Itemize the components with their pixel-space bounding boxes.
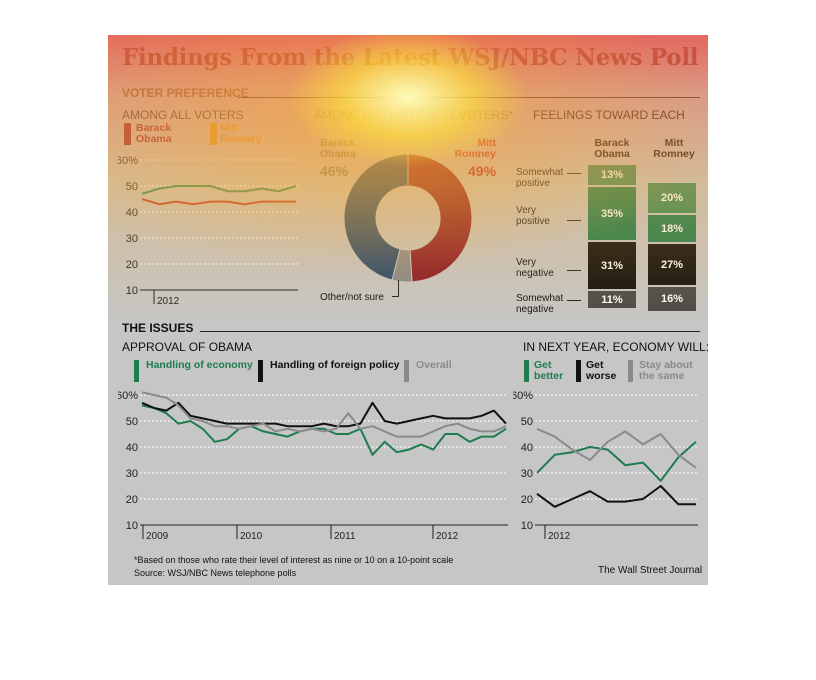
legend-romney: Mitt Romney: [220, 122, 262, 145]
legend-foreign: Handling of foreign policy: [270, 359, 400, 371]
x-tick-label: 2012: [436, 531, 459, 542]
x-tick-label: 2012: [548, 531, 571, 542]
feelings-cat-somewhat-positive: Somewhat positive: [516, 167, 564, 189]
y-tick-label: 60%: [118, 390, 138, 402]
series-line-mitt-romney: [141, 198, 296, 206]
feelings-bar-romney: 27%: [648, 244, 696, 285]
y-tick-label: 50: [126, 181, 138, 193]
feelings-col-romney: Mitt Romney: [653, 137, 695, 160]
donut-leader-horizontal: [392, 296, 399, 297]
series-line-overall: [141, 391, 507, 438]
y-tick-label: 40: [126, 442, 138, 454]
footnote: *Based on those who rate their level of …: [134, 555, 454, 565]
y-tick-label: 40: [126, 207, 138, 219]
x-tick-label: 2011: [334, 531, 356, 542]
feelings-cat-somewhat-negative: Somewhat negative: [516, 293, 564, 315]
donut-slice-mitt-romney: [407, 153, 473, 283]
feelings-bar-obama: 11%: [588, 291, 636, 308]
y-tick-label: 60%: [513, 390, 533, 402]
legend-swatch-romney: [210, 123, 217, 145]
feelings-bar-romney: 20%: [648, 183, 696, 213]
feelings-bar-obama: 13%: [588, 165, 636, 185]
legend-swatch-foreign: [258, 360, 263, 382]
economy-title: IN NEXT YEAR, ECONOMY WILL:: [523, 340, 708, 354]
feelings-leader: [567, 173, 581, 174]
feelings-leader: [567, 300, 581, 301]
x-tick-label: 2009: [146, 531, 169, 542]
section-rule: [238, 97, 700, 98]
section-voter-preference: VOTER PREFERENCE: [122, 86, 249, 100]
high-interest-title: AMONG HIGH-INTEREST VOTERS*: [314, 108, 514, 122]
legend-same: Stay about the same: [639, 359, 693, 382]
feelings-leader: [567, 270, 581, 271]
section-rule: [200, 331, 700, 332]
approval-title: APPROVAL OF OBAMA: [122, 340, 253, 354]
series-line-stay-about-the-same: [536, 427, 697, 469]
donut-leader-vertical: [398, 280, 399, 297]
source: Source: WSJ/NBC News telephone polls: [134, 568, 297, 578]
series-line-get-better: [536, 441, 697, 482]
y-tick-label: 60%: [118, 155, 138, 167]
legend-swatch-worse: [576, 360, 581, 382]
y-tick-label: 50: [521, 416, 533, 428]
y-tick-label: 40: [521, 442, 533, 454]
poll-graphic: Findings From the Latest WSJ/NBC News Po…: [108, 35, 708, 585]
credit: The Wall Street Journal: [598, 565, 703, 576]
y-tick-label: 30: [126, 468, 138, 480]
legend-swatch-same: [628, 360, 633, 382]
y-tick-label: 10: [126, 285, 138, 297]
x-tick-label: 2012: [157, 296, 180, 307]
legend-obama: Barack Obama: [136, 122, 172, 145]
legend-economy: Handling of economy: [146, 359, 253, 371]
y-tick-label: 20: [126, 259, 138, 271]
feelings-title: FEELINGS TOWARD EACH: [533, 108, 685, 122]
feelings-bar-romney: 16%: [648, 287, 696, 311]
x-tick-label: 2010: [240, 531, 263, 542]
y-tick-label: 20: [126, 494, 138, 506]
donut-label-other: Other/not sure: [320, 292, 384, 303]
series-line-handling-of-economy: [141, 404, 507, 456]
legend-swatch-economy: [134, 360, 139, 382]
legend-worse: Get worse: [586, 359, 617, 382]
y-tick-label: 30: [521, 468, 533, 480]
legend-swatch-overall: [404, 360, 409, 382]
y-tick-label: 10: [126, 520, 138, 532]
feelings-cat-very-negative: Very negative: [516, 257, 554, 279]
legend-overall: Overall: [416, 359, 452, 371]
legend-swatch-better: [524, 360, 529, 382]
series-line-barack-obama: [141, 185, 297, 195]
legend-better: Get better: [534, 359, 564, 382]
high-interest-donut: [343, 153, 473, 283]
feelings-bar-obama: 31%: [588, 242, 636, 289]
all-voters-title: AMONG ALL VOTERS: [122, 108, 244, 122]
feelings-leader: [567, 220, 581, 221]
series-line-get-worse: [536, 485, 696, 508]
feelings-bar-obama: 35%: [588, 187, 636, 240]
economy-chart: 60% 50 40 30 20 10 2012: [513, 390, 698, 542]
all-voters-chart: 60% 50 40 30 20 10 2012: [118, 155, 298, 307]
graphic-title: Findings From the Latest WSJ/NBC News Po…: [122, 44, 699, 71]
legend-swatch-obama: [124, 123, 131, 145]
y-tick-label: 10: [521, 520, 533, 532]
y-tick-label: 20: [521, 494, 533, 506]
feelings-cat-very-positive: Very positive: [516, 205, 550, 227]
feelings-col-obama: Barack Obama: [594, 137, 630, 160]
feelings-bar-romney: 18%: [648, 215, 696, 242]
y-tick-label: 50: [126, 416, 138, 428]
y-tick-label: 30: [126, 233, 138, 245]
section-issues: THE ISSUES: [122, 321, 194, 335]
series-line-handling-of-foreign-policy: [141, 401, 507, 428]
